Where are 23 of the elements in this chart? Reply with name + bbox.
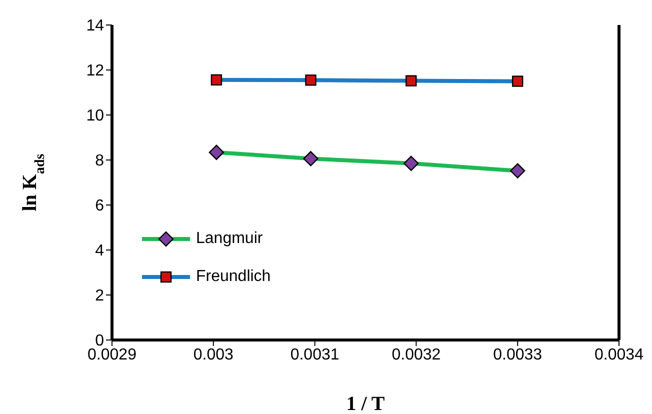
x-axis-title: 1 / T [346,393,386,414]
point [305,74,316,86]
legend-label: Langmuir [196,230,263,248]
x-tick-label: 0.0032 [392,346,441,364]
x-tick-label: 0.0031 [290,346,340,364]
point [404,156,419,171]
x-tick-label: 0.0034 [594,346,644,364]
point [512,76,524,87]
legend-label: Freundlich [196,268,271,286]
y-tick-label: 10 [86,108,104,125]
y-tick-label: 14 [86,18,104,35]
x-tick-label: 0.0033 [493,346,542,364]
point [303,151,318,166]
point [406,75,417,86]
y-tick-label: 8 [95,152,104,170]
y-tick-label: 4 [95,242,104,260]
point [510,163,526,178]
y-tick-label: 12 [86,62,104,80]
y-tick-label: 2 [95,288,104,305]
y-tick-label: 6 [95,198,104,215]
point [208,144,224,160]
point [210,74,222,86]
x-tick-label: 0.003 [193,346,234,364]
